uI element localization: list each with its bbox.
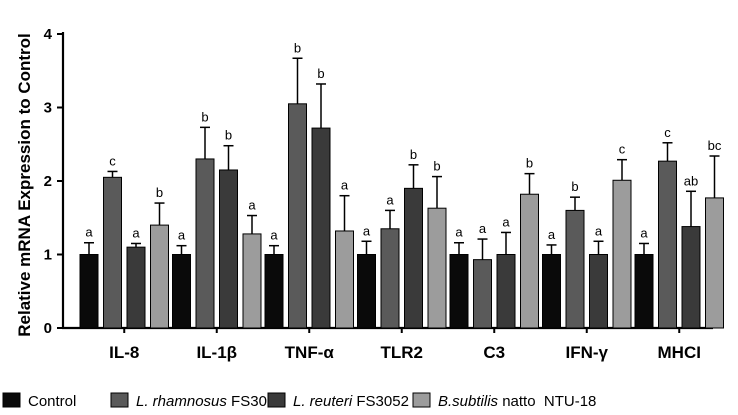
y-tick-label: 3	[44, 100, 52, 117]
bar	[335, 230, 354, 329]
significance-label: a	[640, 225, 648, 240]
bar	[449, 254, 469, 329]
significance-label: b	[433, 159, 440, 174]
significance-label: b	[156, 185, 163, 200]
significance-label: a	[386, 192, 394, 207]
significance-label: c	[619, 142, 626, 157]
significance-label: b	[201, 109, 208, 124]
bar	[565, 209, 585, 329]
bar	[705, 197, 724, 329]
bar	[612, 179, 632, 329]
bar	[219, 169, 238, 329]
bar	[126, 246, 146, 329]
significance-label: a	[85, 225, 93, 240]
bar	[496, 254, 516, 329]
bar	[79, 254, 99, 329]
legend-swatch	[412, 392, 431, 408]
x-tick-label: MHCI	[658, 343, 701, 362]
x-tick-label: IL-1β	[196, 343, 237, 362]
bar	[150, 224, 169, 329]
legend-label: Control	[28, 393, 76, 410]
significance-label: a	[270, 228, 278, 243]
bar	[404, 187, 423, 329]
bar	[681, 226, 701, 329]
legend-swatch	[2, 392, 21, 408]
bar	[520, 193, 539, 329]
x-tick-label: IL-8	[109, 343, 139, 362]
legend-swatch	[267, 392, 286, 408]
significance-label: a	[178, 228, 186, 243]
significance-label: b	[410, 147, 417, 162]
bar	[658, 160, 677, 329]
bar	[380, 228, 400, 329]
bar	[589, 254, 608, 329]
significance-label: a	[455, 225, 463, 240]
significance-label: b	[225, 128, 232, 143]
significance-label: a	[248, 198, 256, 213]
y-tick-label: 2	[44, 173, 52, 190]
legend: Control L. rhamnosus FS3051 L. reuteri FS3…	[2, 392, 596, 410]
x-tick-label: C3	[483, 343, 505, 362]
significance-label: b	[526, 156, 533, 171]
significance-label: a	[341, 178, 349, 193]
plot-area: 01234acabIL-8abbaIL-1βabbaTNF-αaabbTLR2a…	[44, 26, 724, 362]
significance-label: a	[595, 223, 603, 238]
significance-label: a	[363, 223, 371, 238]
significance-label: bc	[708, 138, 722, 153]
y-tick-label: 4	[44, 26, 53, 43]
legend-label: L. rhamnosus FS3051	[136, 393, 284, 410]
bar	[634, 254, 654, 329]
bar	[242, 233, 262, 329]
significance-label: a	[548, 227, 556, 242]
legend-swatch	[110, 392, 129, 408]
bar	[103, 176, 122, 329]
significance-label: a	[479, 221, 487, 236]
bar	[195, 158, 215, 329]
y-tick-label: 1	[44, 247, 52, 264]
legend-label: L. reuteri FS3052	[293, 393, 409, 410]
significance-label: b	[571, 179, 578, 194]
significance-label: c	[109, 153, 116, 168]
bar	[264, 254, 284, 329]
significance-label: b	[294, 40, 301, 55]
y-axis-title: Relative mRNA Expression to Control	[15, 33, 34, 337]
significance-label: b	[317, 66, 324, 81]
bar	[172, 254, 191, 329]
x-tick-label: TLR2	[381, 343, 424, 362]
bar	[473, 259, 492, 329]
significance-label: a	[502, 214, 510, 229]
significance-label: ab	[684, 173, 698, 188]
significance-label: a	[132, 225, 140, 240]
bar	[542, 254, 561, 329]
bar	[311, 127, 331, 329]
significance-label: c	[664, 125, 671, 140]
bar	[427, 207, 447, 329]
y-tick-label: 0	[44, 320, 52, 337]
x-tick-label: TNF-α	[285, 343, 335, 362]
bar	[357, 254, 376, 329]
x-tick-label: IFN-γ	[566, 343, 609, 362]
bar	[288, 103, 307, 329]
legend-label: B.subtilis natto NTU-18	[438, 393, 596, 410]
